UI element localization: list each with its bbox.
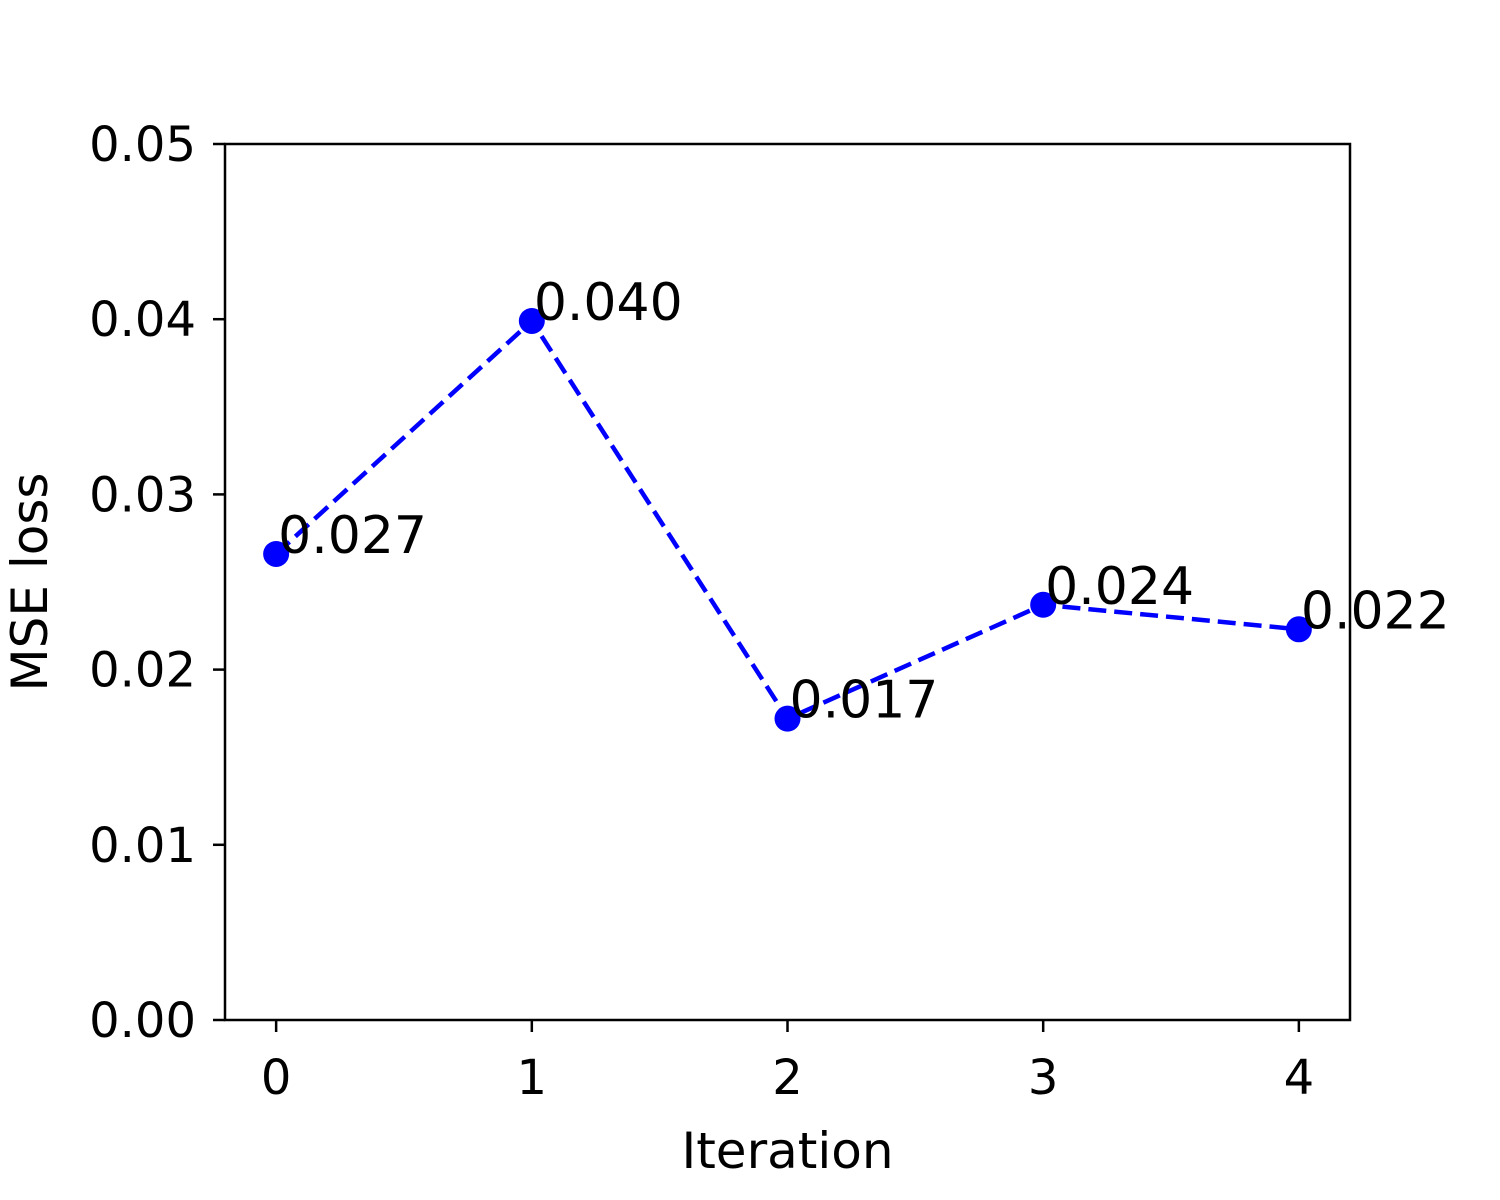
y-tick-label: 0.04 xyxy=(89,292,196,348)
y-tick-label: 0.01 xyxy=(89,818,196,874)
x-axis-ticks: 0 1 2 3 4 xyxy=(261,1020,1314,1106)
y-axis-label: MSE loss xyxy=(1,473,59,692)
data-point xyxy=(1285,616,1312,643)
series-layer: 0.027 0.040 0.017 0.024 0.022 xyxy=(263,273,1450,732)
y-tick-label: 0.05 xyxy=(89,117,196,173)
data-point xyxy=(518,307,545,334)
data-label: 0.040 xyxy=(534,273,683,333)
data-label: 0.022 xyxy=(1301,581,1450,641)
y-tick-label: 0.03 xyxy=(89,467,196,523)
y-tick-label: 0.00 xyxy=(89,993,196,1049)
plot-area xyxy=(225,144,1350,1020)
plot-frame xyxy=(223,142,1352,1022)
x-tick-label: 4 xyxy=(1284,1050,1315,1106)
x-tick-label: 3 xyxy=(1028,1050,1059,1106)
x-tick-label: 0 xyxy=(261,1050,292,1106)
data-label: 0.017 xyxy=(790,671,939,731)
data-point xyxy=(1030,591,1057,618)
x-tick-label: 2 xyxy=(772,1050,803,1106)
y-axis-ticks: 0.00 0.01 0.02 0.03 0.04 0.05 xyxy=(89,117,225,1049)
x-axis-label: Iteration xyxy=(681,1122,893,1180)
data-label: 0.024 xyxy=(1045,557,1194,617)
y-tick-label: 0.02 xyxy=(89,643,196,699)
x-tick-label: 1 xyxy=(517,1050,548,1106)
data-point xyxy=(263,540,290,567)
data-label: 0.027 xyxy=(278,506,427,566)
data-point xyxy=(774,705,801,732)
